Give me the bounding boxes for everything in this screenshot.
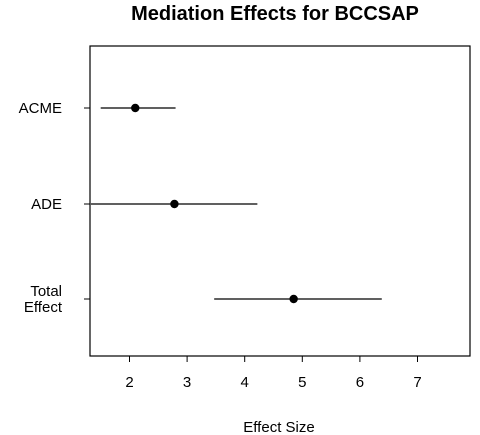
- x-axis: 2 3 4 5 6 7: [125, 356, 422, 391]
- x-tick-label: 3: [183, 374, 191, 391]
- point-estimate: [131, 103, 140, 113]
- row-label: Effect: [24, 299, 63, 316]
- plot-frame: [89, 45, 471, 357]
- confidence-intervals: [90, 107, 382, 300]
- point-estimate: [289, 294, 298, 304]
- x-tick-label: 2: [125, 374, 133, 391]
- row-label: Total: [30, 283, 62, 300]
- row-label: ADE: [31, 196, 62, 213]
- x-tick-label: 5: [298, 374, 306, 391]
- point-estimate: [170, 199, 179, 209]
- chart-title: Mediation Effects for BCCSAP: [131, 3, 419, 25]
- x-tick-label: 6: [356, 374, 364, 391]
- x-tick-label: 4: [241, 374, 249, 391]
- row-ticks: [84, 107, 90, 300]
- x-axis-label: Effect Size: [243, 419, 314, 435]
- row-label: ACME: [19, 100, 62, 117]
- point-estimates: [131, 103, 298, 304]
- x-tick-label: 7: [413, 374, 421, 391]
